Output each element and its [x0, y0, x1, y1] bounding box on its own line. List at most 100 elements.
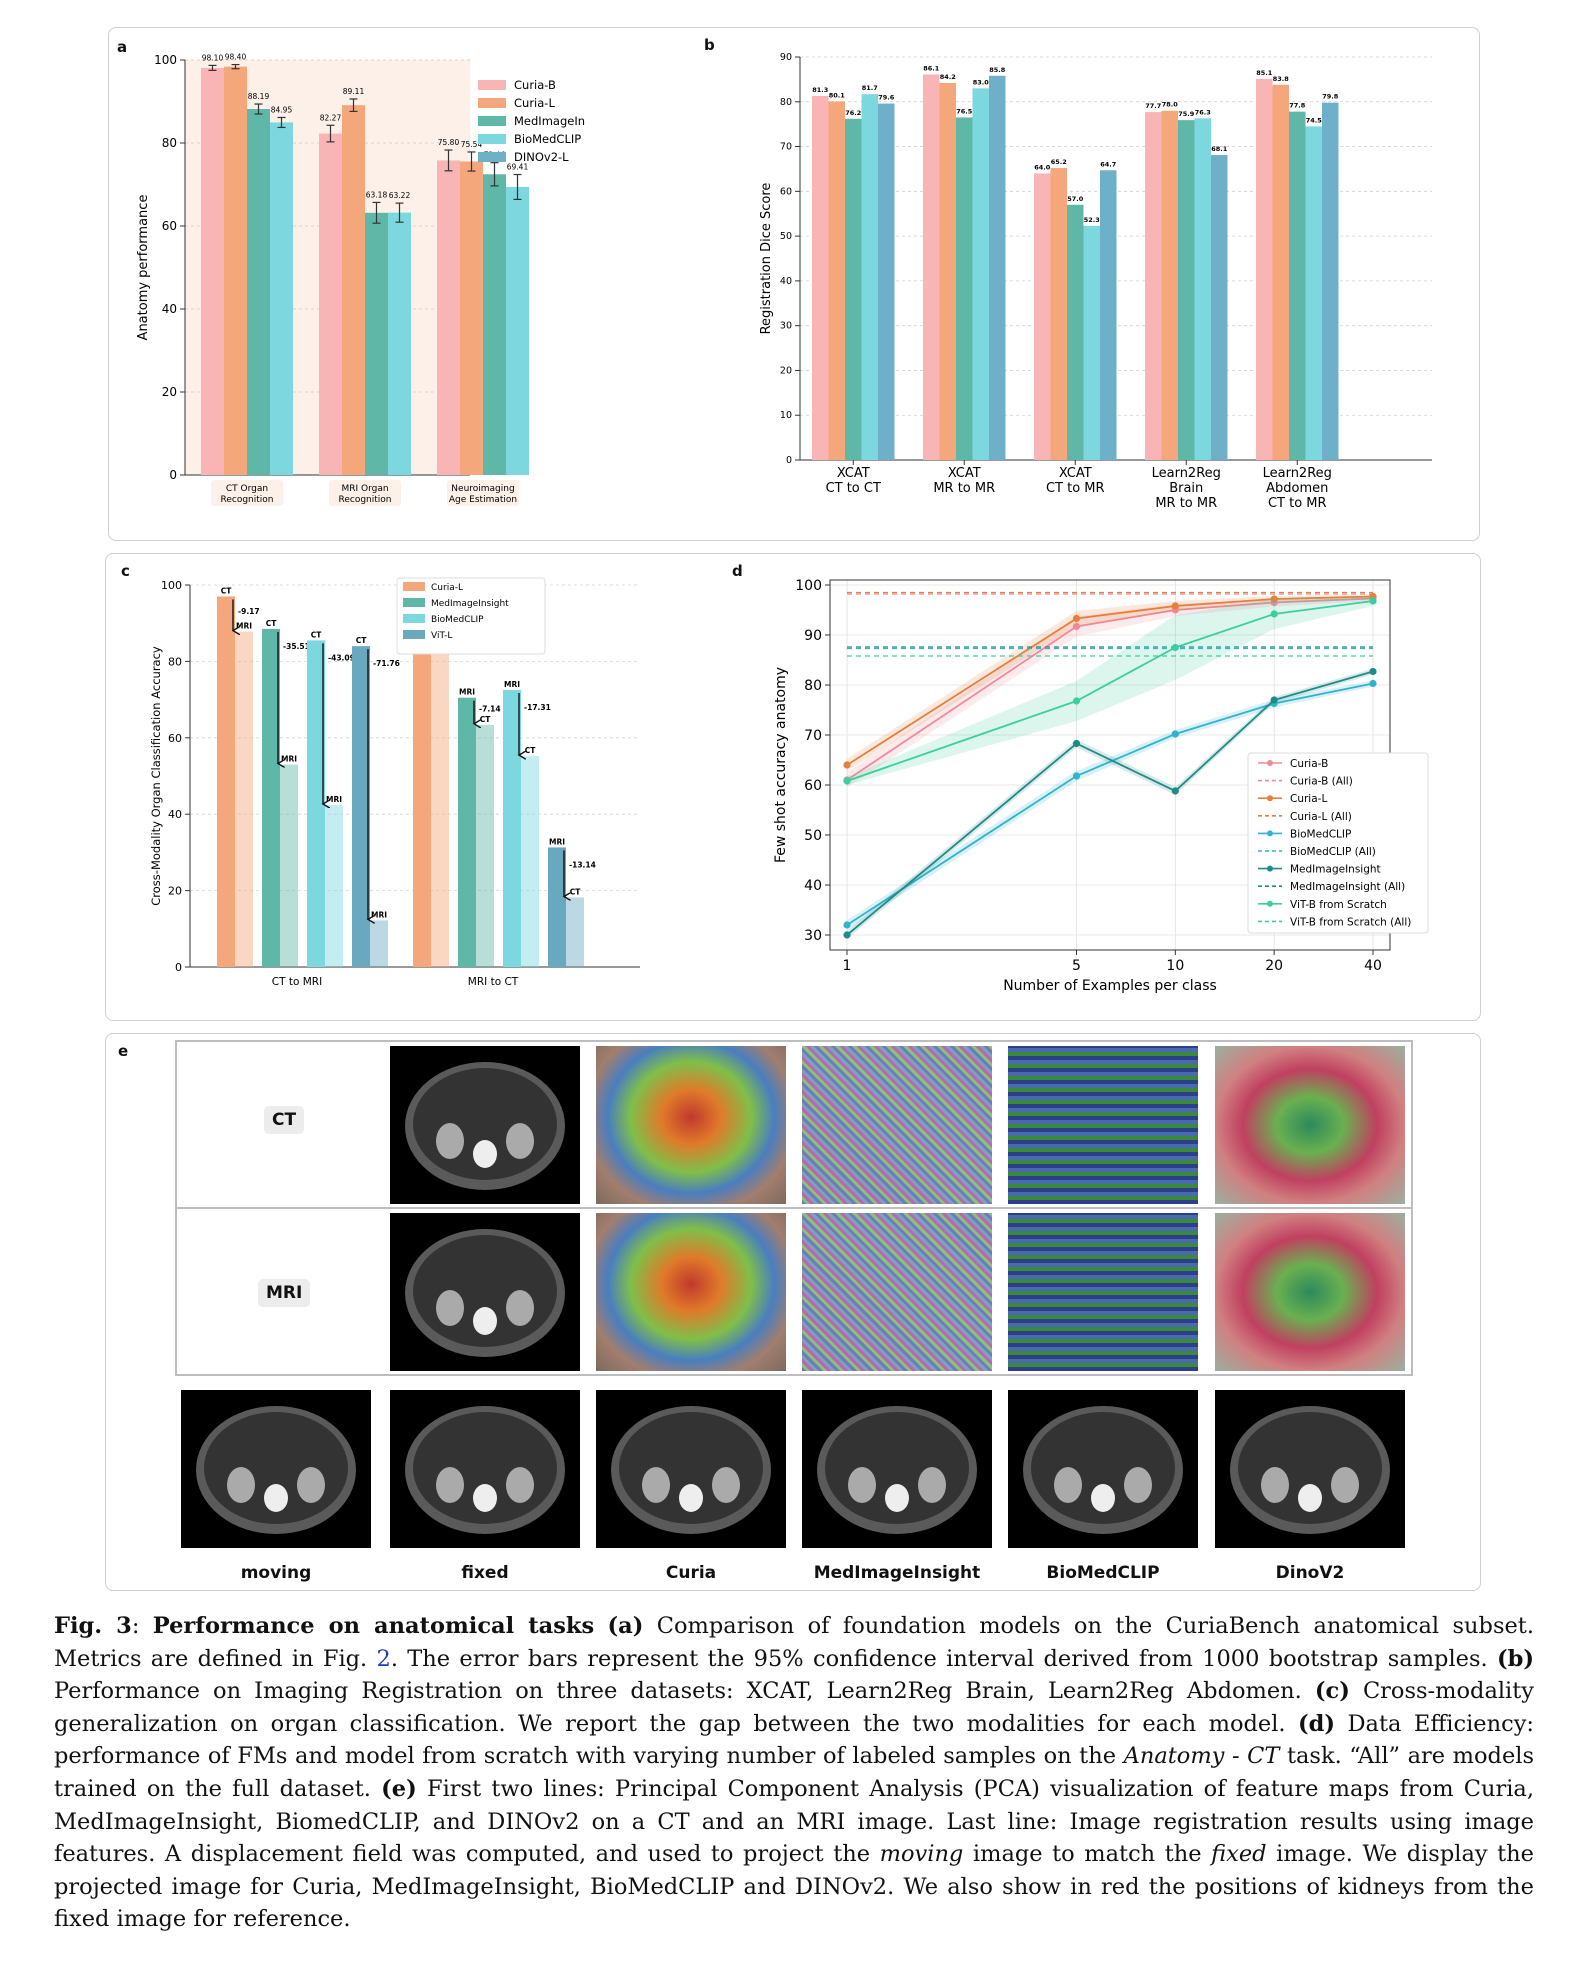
y-tick-label: 80 — [162, 136, 177, 150]
legend-label: Curia-B (All) — [1290, 776, 1353, 788]
modality-label: MRI — [549, 837, 565, 846]
y-axis-title: Registration Dice Score — [759, 183, 774, 335]
column-label: DinoV2 — [1275, 1563, 1345, 1583]
bar — [923, 74, 940, 461]
scan-shape — [817, 1406, 977, 1534]
bar-source — [352, 646, 370, 967]
x-category-label: MR to MR — [1155, 496, 1217, 511]
bar-source — [503, 690, 521, 967]
y-tick-label: 40 — [168, 808, 182, 821]
scan-shape — [1023, 1406, 1183, 1534]
data-label: 79.8 — [1322, 93, 1339, 101]
data-point — [1369, 679, 1377, 688]
gap-label: -9.17 — [238, 607, 260, 616]
legend-swatch — [478, 98, 506, 108]
bar — [437, 160, 460, 475]
data-label: 77.7 — [1145, 102, 1161, 110]
bar-target — [476, 724, 494, 967]
legend-swatch — [403, 582, 425, 591]
gap-label: -35.51 — [283, 642, 310, 651]
x-category-label: XCAT — [1059, 466, 1092, 481]
panel-label-e: e — [118, 1042, 129, 1060]
caption-tag-e: (e) — [381, 1775, 417, 1802]
y-tick-label: 40 — [804, 878, 822, 894]
bar — [270, 122, 293, 476]
data-label: 80.1 — [829, 91, 846, 99]
confidence-band — [847, 596, 1373, 785]
modality-label: MRI — [326, 795, 342, 804]
data-label: 85.8 — [989, 66, 1006, 74]
legend-label: Curia-L — [1290, 793, 1327, 805]
column-label: Curia — [665, 1563, 717, 1583]
bar — [1067, 204, 1084, 460]
gap-label: -7.14 — [479, 704, 501, 713]
bar-target — [521, 756, 539, 967]
chart-a-anatomy-performance: 0 20 40 60 80 100 Anatomy performance 98.10 98.4… — [136, 53, 585, 506]
data-label: 76.5 — [956, 107, 973, 115]
registration-result-image — [802, 1390, 992, 1548]
data-label: 81.7 — [862, 84, 878, 92]
legend-label: Curia-B — [514, 78, 556, 92]
scan-shape — [405, 1406, 565, 1534]
mri-input-scan — [390, 1213, 580, 1371]
chart-c-cross-modality: 0 20 40 60 80 100 Cross-Modality Organ Classif… — [149, 577, 640, 988]
bar — [828, 101, 845, 460]
bar-target — [370, 920, 388, 967]
modality-label: CT — [356, 636, 368, 645]
data-label: 57.0 — [1067, 195, 1084, 203]
data-label: 75.80 — [438, 138, 460, 147]
modality-label: MRI — [504, 680, 520, 689]
data-label: 85.1 — [1256, 69, 1273, 77]
y-tick-label: 70 — [780, 142, 792, 153]
data-label: 81.3 — [812, 86, 828, 94]
data-label: 65.2 — [1051, 158, 1067, 166]
bar — [365, 212, 388, 476]
y-tick-label: 70 — [804, 728, 822, 744]
data-label: 63.22 — [389, 191, 411, 200]
registration-result-image — [1008, 1390, 1198, 1548]
modality-label: CT — [525, 746, 537, 755]
data-point — [1171, 787, 1179, 795]
category-label-box — [329, 480, 401, 506]
caption-text-b: Performance on Imaging Registration on t… — [54, 1678, 1315, 1705]
column-label: BioMedCLIP — [1046, 1563, 1160, 1583]
bar — [224, 66, 247, 475]
bar — [812, 95, 829, 460]
pca-feature-map — [802, 1046, 992, 1204]
data-label: 74.5 — [1306, 116, 1323, 124]
registration-result-image — [390, 1390, 580, 1548]
bar — [1100, 170, 1117, 460]
y-tick-label: 90 — [780, 52, 792, 63]
pca-feature-map — [1215, 1046, 1405, 1204]
x-category-label: CT Organ — [226, 484, 268, 494]
legend-swatch — [403, 614, 425, 623]
y-tick-label: 60 — [780, 186, 792, 197]
legend-marker — [1267, 865, 1273, 872]
bar-source — [413, 600, 431, 967]
legend-label: MedImageInsight (All) — [1290, 881, 1405, 893]
y-axis-title: Few shot accuracy anatomy — [773, 667, 789, 863]
legend-label: MedImageInsight — [431, 599, 509, 609]
legend-label: Curia-B — [1290, 758, 1328, 770]
pca-feature-map — [1008, 1046, 1198, 1204]
y-tick-label: 50 — [780, 231, 792, 242]
caption-figure-link[interactable]: 2 — [376, 1645, 391, 1672]
data-label: 68.1 — [1211, 145, 1228, 153]
y-tick-label: 20 — [780, 365, 792, 376]
data-point — [1072, 739, 1081, 748]
caption-text-c: Cross-modality generalization on organ c… — [54, 1678, 1535, 1737]
legend-marker — [1267, 760, 1273, 766]
caption-text-a2: . The error bars represent the 95% confi… — [390, 1645, 1497, 1672]
legend-label: BioMedCLIP (All) — [1290, 846, 1376, 858]
bar — [878, 103, 895, 460]
bar — [342, 105, 365, 476]
x-category-label: Neuroimaging — [451, 484, 514, 494]
panel-label-c: c — [121, 562, 130, 580]
bar — [1161, 110, 1178, 460]
y-tick-label: 50 — [804, 828, 822, 844]
data-point — [1171, 730, 1179, 738]
bar — [1050, 168, 1067, 460]
x-tick-label: 20 — [1265, 958, 1283, 974]
bar — [460, 161, 483, 475]
caption-italic-fixed: fixed — [1211, 1841, 1267, 1868]
